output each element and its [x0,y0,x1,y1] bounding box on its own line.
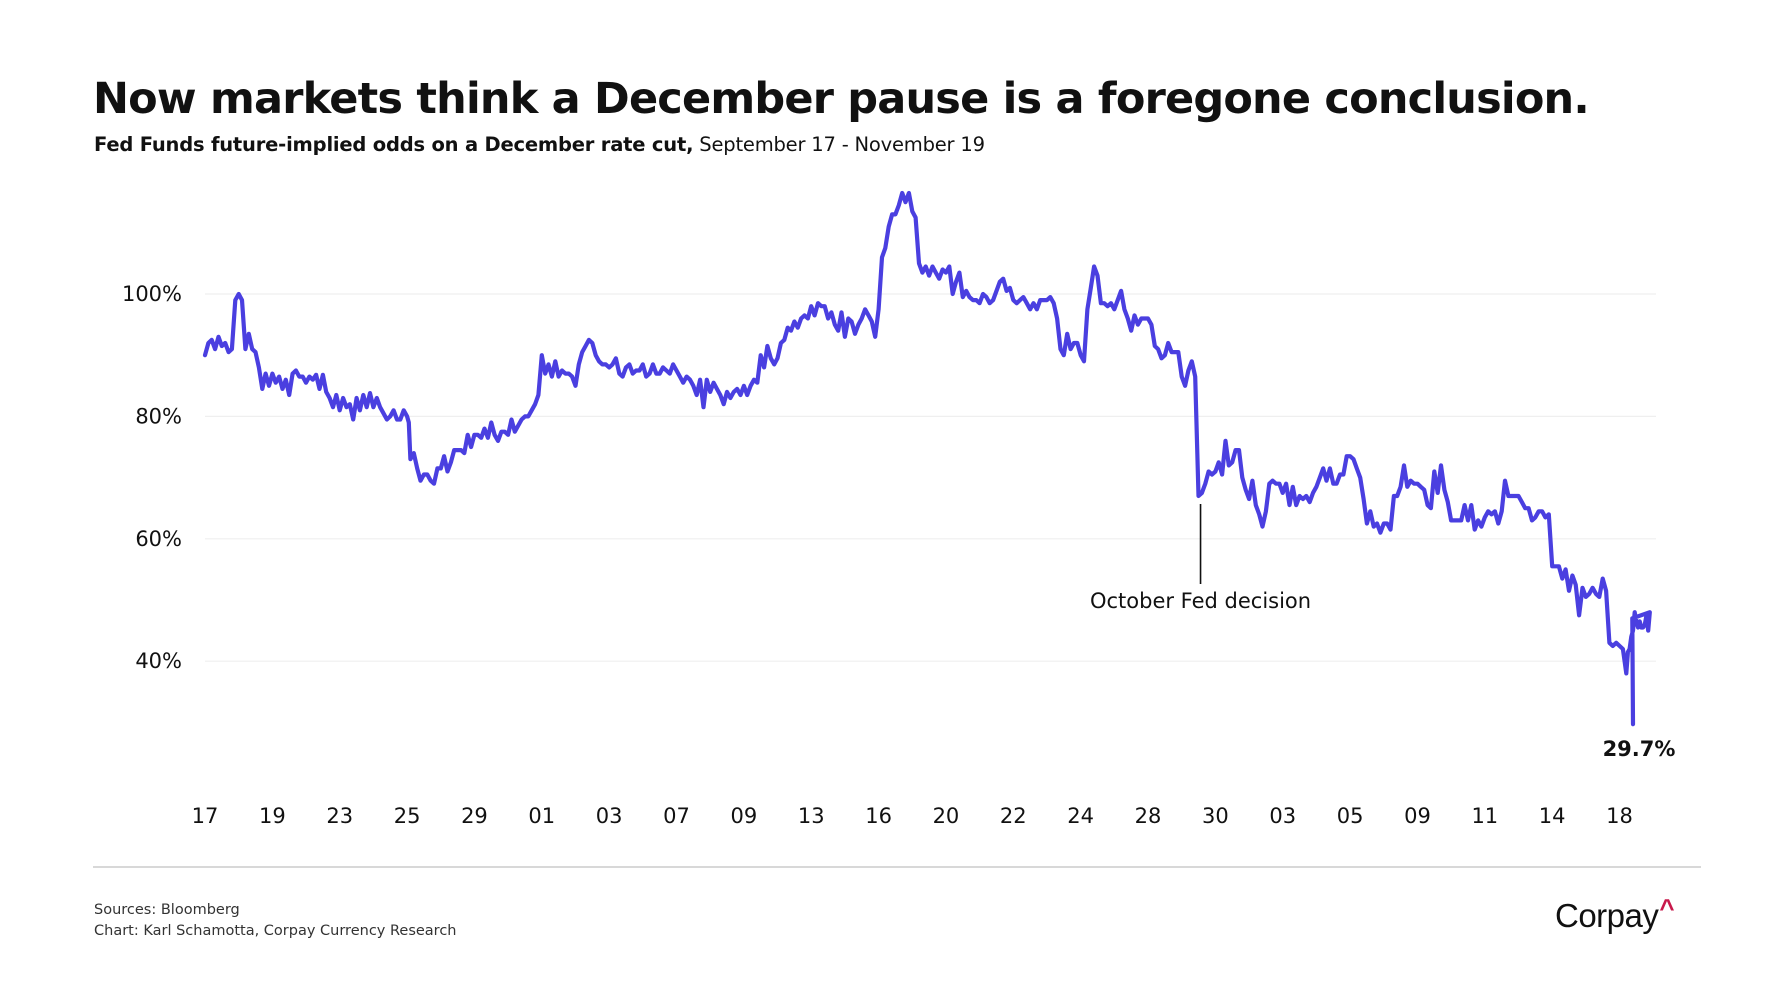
chart-credit: Chart: Karl Schamotta, Corpay Currency R… [94,923,457,939]
x-tick-label: 30 [1202,804,1229,828]
annotations: October Fed decision [1090,504,1311,613]
footer: Sources: Bloomberg Chart: Karl Schamotta… [94,900,457,942]
corpay-logo: Corpay^ [1555,893,1675,935]
chart-subtitle: Fed Funds future-implied odds on a Decem… [94,133,985,156]
x-tick-label: 13 [798,804,825,828]
x-tick-label: 17 [192,804,219,828]
x-axis: 17 19 23 25 29 01 03 07 09 13 16 20 22 24 28 30 03 05 09 11… [192,804,1633,828]
x-tick-label: 24 [1067,804,1094,828]
logo-text: Corpay [1555,897,1659,934]
x-tick-label: 03 [1269,804,1296,828]
chart-title: Now markets think a December pause is a … [93,74,1590,124]
x-tick-label: 22 [1000,804,1027,828]
footer-divider [93,866,1701,868]
x-tick-label: 07 [663,804,690,828]
subtitle-date-range: September 17 - November 19 [693,133,985,156]
x-tick-label: 25 [394,804,421,828]
gridlines [205,293,1656,662]
logo-caret-icon: ^ [1659,893,1675,923]
series-line [202,190,1652,727]
subtitle-main: Fed Funds future-implied odds on a Decem… [94,133,694,156]
y-tick-label: 60% [135,527,182,551]
x-tick-label: 29 [461,804,488,828]
y-tick-label: 40% [135,649,182,673]
x-tick-label: 20 [933,804,960,828]
x-tick-label: 03 [596,804,623,828]
sources-note: Sources: Bloomberg [94,902,240,918]
y-axis: 40% 60% 80% 100% [122,282,182,673]
y-tick-label: 80% [135,404,182,428]
x-tick-label: 14 [1539,804,1566,828]
y-tick-label: 100% [122,282,182,306]
x-tick-label: 18 [1606,804,1633,828]
x-tick-label: 11 [1471,804,1498,828]
x-tick-label: 28 [1135,804,1162,828]
line-chart: 40% 60% 80% 100% 17 19 23 25 29 01 03 07 09 13 16 20 22… [122,190,1676,828]
x-tick-label: 23 [326,804,353,828]
x-tick-label: 09 [731,804,758,828]
x-tick-label: 19 [259,804,286,828]
x-tick-label: 05 [1337,804,1364,828]
x-tick-label: 01 [528,804,555,828]
annotation-october-fed-decision: October Fed decision [1090,589,1311,613]
last-value-label: 29.7% [1603,737,1676,761]
series-layer: 29.7% [202,190,1676,761]
x-tick-label: 09 [1404,804,1431,828]
x-tick-label: 16 [865,804,892,828]
